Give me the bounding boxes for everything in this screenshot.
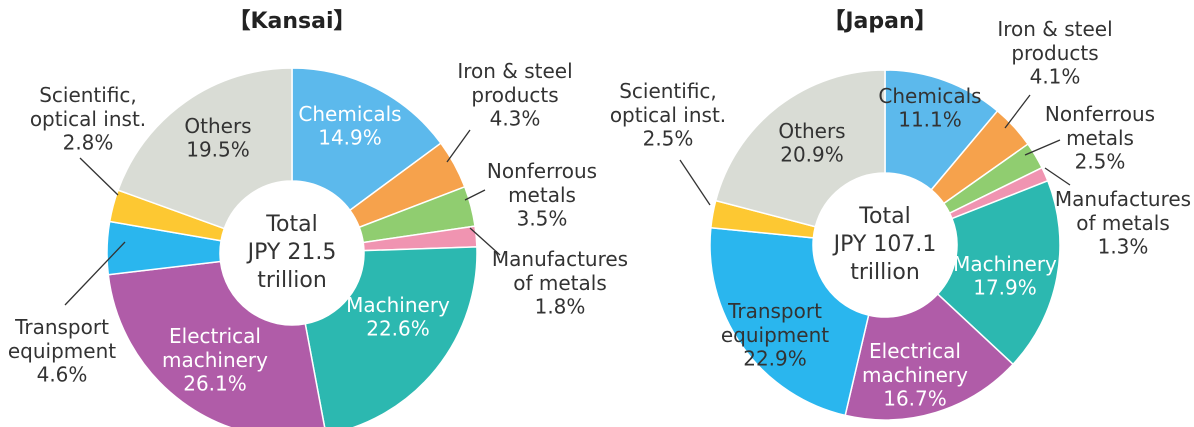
chart-title: 【Kansai】 bbox=[228, 9, 355, 34]
value-label: 3.5% bbox=[517, 207, 568, 231]
slice bbox=[117, 67, 293, 230]
leader-line bbox=[1004, 94, 1031, 129]
slice bbox=[714, 69, 886, 228]
category-label: Transport equipment bbox=[8, 315, 116, 363]
slice bbox=[709, 226, 870, 417]
category-label: Iron & steel products bbox=[997, 17, 1112, 65]
leader-line bbox=[79, 157, 119, 196]
category-label: Nonferrous metals bbox=[487, 159, 597, 207]
value-label: 1.8% bbox=[535, 295, 586, 319]
value-label: 2.8% bbox=[63, 131, 114, 155]
category-label: Transport equipment bbox=[721, 299, 829, 347]
slice bbox=[304, 246, 478, 427]
value-label: 17.9% bbox=[973, 276, 1037, 300]
value-label: 19.5% bbox=[186, 138, 250, 162]
category-label: Chemicals bbox=[878, 84, 981, 108]
value-label: 26.1% bbox=[183, 372, 247, 396]
value-label: 11.1% bbox=[898, 108, 962, 132]
category-label: Chemicals bbox=[298, 102, 401, 126]
category-label: Manufactures of metals bbox=[492, 247, 628, 295]
category-label: Iron & steel products bbox=[457, 59, 572, 107]
slice bbox=[936, 179, 1061, 366]
value-label: 22.9% bbox=[743, 347, 807, 371]
category-label: Others bbox=[778, 119, 845, 143]
chart-title: 【Japan】 bbox=[823, 9, 936, 34]
category-label: Electrical machinery bbox=[862, 339, 968, 387]
leader-line bbox=[446, 129, 471, 163]
leader-line bbox=[469, 227, 501, 256]
value-label: 4.6% bbox=[37, 363, 88, 387]
leader-line bbox=[464, 189, 486, 201]
category-label: Scientific, optical inst. bbox=[610, 79, 726, 127]
value-label: 20.9% bbox=[780, 143, 844, 167]
leader-line bbox=[1044, 167, 1071, 186]
slice bbox=[844, 293, 1015, 421]
leader-line bbox=[64, 241, 126, 306]
slice bbox=[107, 260, 326, 427]
category-label: Scientific, optical inst. bbox=[30, 83, 146, 131]
value-label: 22.6% bbox=[366, 317, 430, 341]
center-label: trillion bbox=[850, 260, 920, 285]
value-label: 1.3% bbox=[1098, 235, 1149, 259]
leader-line bbox=[679, 159, 711, 206]
value-label: 4.1% bbox=[1030, 65, 1081, 89]
category-label: Machinery bbox=[346, 293, 450, 317]
center-label: JPY 107.1 bbox=[832, 232, 937, 257]
category-label: Manufactures of metals bbox=[1055, 187, 1191, 235]
slice bbox=[291, 67, 442, 212]
leader-line bbox=[1024, 139, 1061, 156]
value-label: 16.7% bbox=[883, 387, 947, 411]
value-label: 4.3% bbox=[490, 107, 541, 131]
center-label: trillion bbox=[257, 268, 327, 293]
category-label: Others bbox=[184, 114, 251, 138]
center-label: Total bbox=[265, 212, 317, 237]
category-label: Nonferrous metals bbox=[1045, 102, 1155, 150]
value-label: 2.5% bbox=[643, 127, 694, 151]
value-label: 2.5% bbox=[1075, 150, 1126, 174]
center-label: Total bbox=[858, 204, 910, 229]
center-label: JPY 21.5 bbox=[246, 240, 337, 265]
category-label: Machinery bbox=[953, 252, 1057, 276]
value-label: 14.9% bbox=[318, 126, 382, 150]
category-label: Electrical machinery bbox=[162, 324, 268, 372]
